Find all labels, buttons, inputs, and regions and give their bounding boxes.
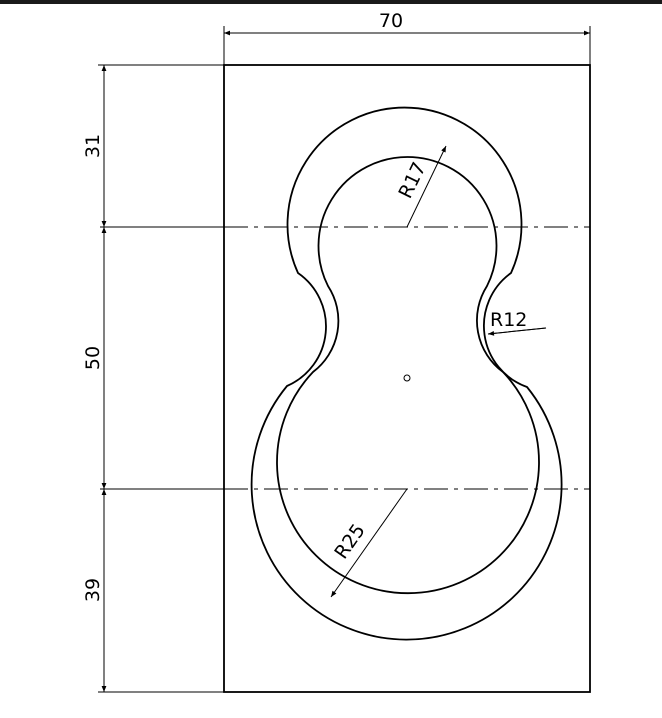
- radius-label-r12: R12: [490, 309, 527, 331]
- leader-r25: [330, 488, 408, 598]
- outer-profile: [250, 106, 563, 641]
- leader-r12-shelf: [487, 327, 547, 335]
- center-point: [403, 374, 411, 382]
- plate-outline: [223, 64, 591, 693]
- inner-profile: [276, 156, 540, 595]
- radius-label-r17: R17: [395, 159, 431, 202]
- radius-label-r25: R25: [330, 520, 369, 563]
- dim-label-50: 50: [82, 346, 104, 370]
- leader-r17: [406, 145, 447, 228]
- dim-label-31: 31: [82, 134, 104, 158]
- top-border: [0, 0, 662, 4]
- dim-label-39: 39: [82, 578, 104, 602]
- dim-label-70: 70: [379, 10, 403, 32]
